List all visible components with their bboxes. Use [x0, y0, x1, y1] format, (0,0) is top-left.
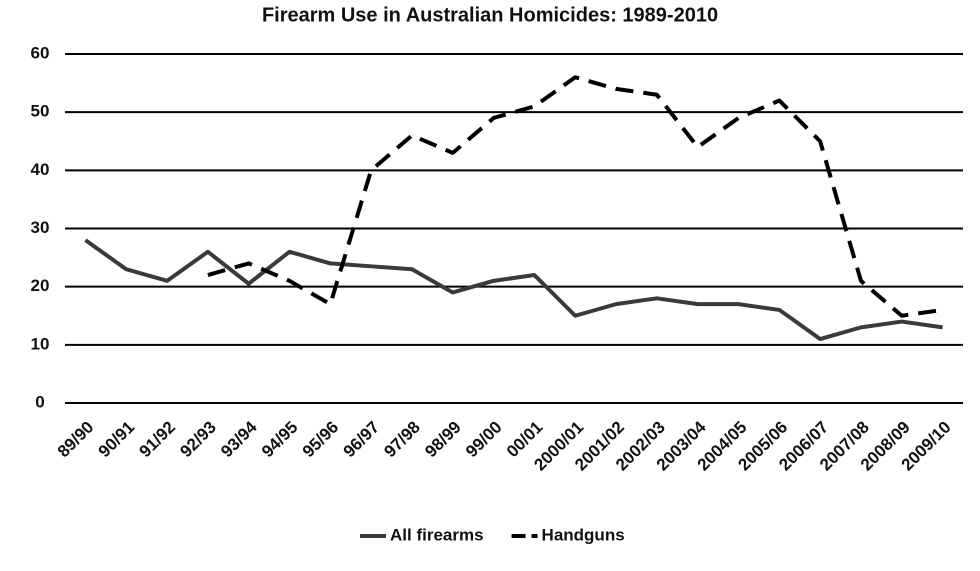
x-tick-label: 91/92: [136, 418, 180, 462]
y-tick-label: 0: [35, 392, 44, 411]
series-line: [84, 238, 943, 342]
legend-label: Handguns: [542, 525, 625, 544]
x-tick-label: 95/96: [299, 418, 343, 462]
x-tick-label: 96/97: [340, 418, 384, 462]
y-tick-label: 60: [31, 43, 50, 62]
y-tick-label: 20: [31, 276, 50, 295]
y-tick-label: 30: [31, 218, 50, 237]
x-tick-label: 89/90: [54, 418, 98, 462]
x-tick-label: 98/99: [421, 418, 465, 462]
x-tick-label: 93/94: [217, 417, 261, 461]
x-tick-label: 97/98: [380, 418, 424, 462]
x-tick-label: 90/91: [95, 418, 139, 462]
y-tick-label: 10: [31, 334, 50, 353]
chart-title: Firearm Use in Australian Homicides: 198…: [262, 4, 718, 26]
x-tick-label: 99/00: [462, 418, 506, 462]
y-tick-label: 40: [31, 160, 50, 179]
x-tick-label: 94/95: [258, 418, 302, 462]
series-line: [207, 75, 943, 318]
legend-label: All firearms: [390, 525, 484, 544]
x-tick-label: 92/93: [176, 418, 220, 462]
y-tick-label: 50: [31, 102, 50, 121]
